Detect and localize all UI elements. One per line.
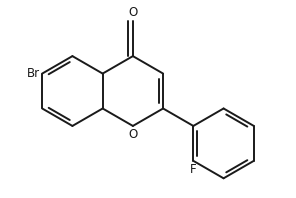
Text: Br: Br [27, 67, 40, 80]
Text: O: O [128, 129, 138, 142]
Text: O: O [128, 6, 138, 19]
Text: F: F [190, 163, 197, 176]
